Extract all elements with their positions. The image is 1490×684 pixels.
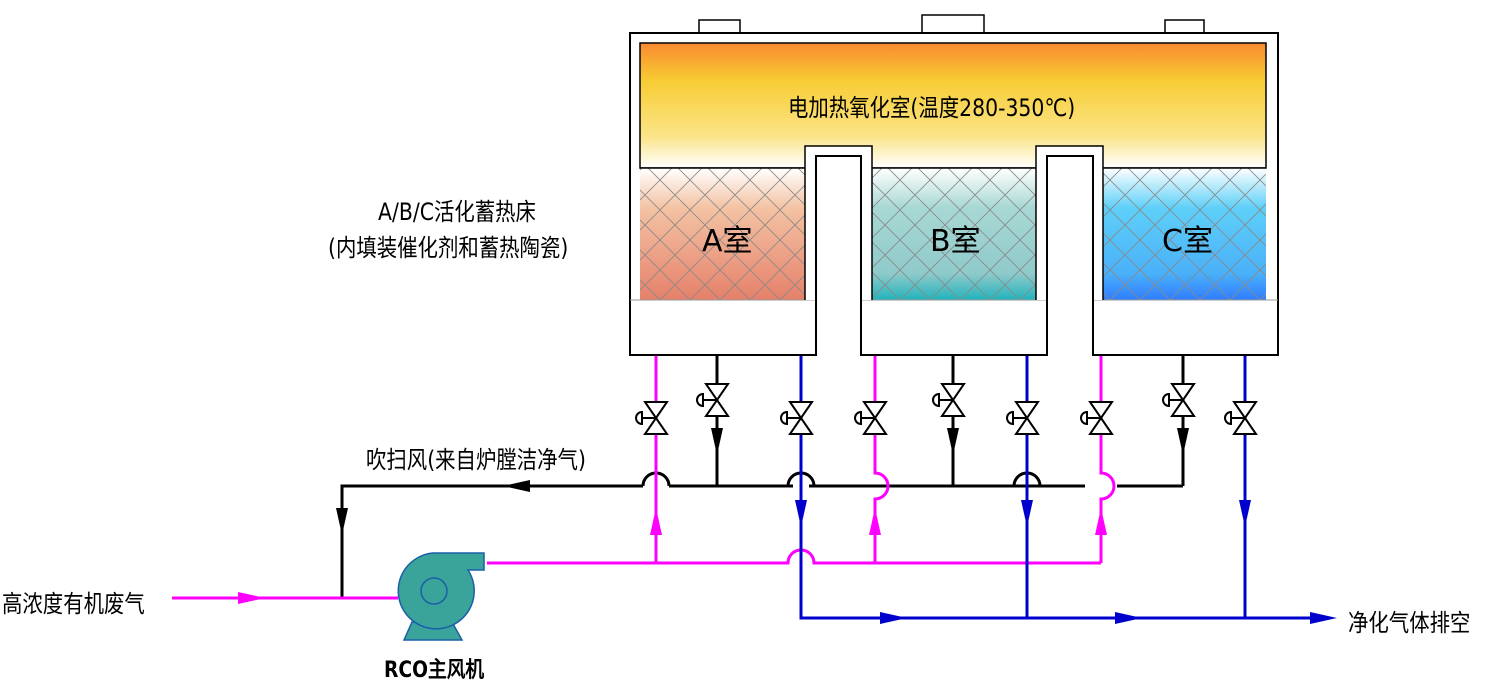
oxidation-chamber [639, 42, 1267, 169]
arrow-icon [1115, 612, 1142, 624]
arrow-icon [1239, 500, 1251, 527]
inlet-gas-lines [172, 356, 1116, 600]
arrow-icon [1310, 612, 1337, 624]
valve-icon [696, 383, 730, 417]
bed-subtitle-label: (内填装催化剂和蓄热陶瓷) [328, 234, 569, 262]
bed-title-label: A/B/C活化蓄热床 [378, 198, 536, 226]
fan-icon [397, 552, 485, 641]
arrow-icon [238, 592, 265, 604]
arrow-icon [880, 612, 907, 624]
valves [635, 383, 1258, 435]
oxidation-chamber-label: 电加热氧化室(温度280-350℃) [788, 94, 1076, 122]
room-c-label: C室 [1162, 224, 1213, 259]
arrow-icon [336, 508, 348, 535]
bed-a [640, 168, 805, 300]
fan-label: RCO主风机 [384, 658, 485, 683]
inlet-gas-label: 高浓度有机废气 [2, 590, 145, 618]
arrows [238, 428, 1337, 624]
room-b-label: B室 [930, 224, 981, 259]
arrow-icon [1095, 508, 1107, 535]
arrow-icon [947, 428, 959, 455]
valve-icon [854, 401, 888, 435]
arrow-icon [711, 428, 723, 455]
outlet-gas-label: 净化气体排空 [1348, 609, 1471, 637]
valve-icon [1006, 401, 1040, 435]
arrow-icon [869, 508, 881, 535]
arrow-icon [503, 480, 530, 492]
valve-icon [932, 383, 966, 417]
room-a-label: A室 [702, 224, 753, 259]
purge-air-label: 吹扫风(来自炉膛洁净气) [366, 446, 586, 474]
bed-c [1103, 168, 1266, 300]
valve-icon [635, 401, 669, 435]
arrow-icon [1021, 500, 1033, 527]
valve-icon [1162, 383, 1196, 417]
arrow-icon [650, 508, 662, 535]
outlet-gas-lines [799, 356, 1330, 620]
bed-b [872, 168, 1036, 300]
valve-icon [1080, 401, 1114, 435]
arrow-icon [1177, 428, 1189, 455]
valve-icon [780, 401, 814, 435]
arrow-icon [795, 500, 807, 527]
valve-icon [1224, 401, 1258, 435]
